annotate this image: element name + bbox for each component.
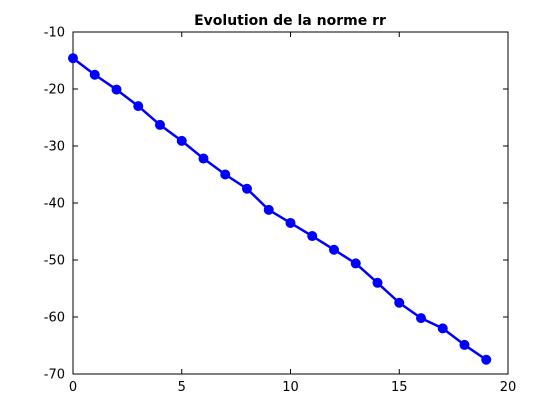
plot-frame xyxy=(72,31,509,375)
y-tick-label: -20 xyxy=(44,83,65,98)
data-point xyxy=(307,231,318,242)
data-point xyxy=(68,53,78,64)
data-point xyxy=(372,277,383,288)
y-tick-label: -40 xyxy=(44,197,65,212)
data-point xyxy=(416,313,426,324)
data-point xyxy=(242,183,252,194)
x-tick-label: 10 xyxy=(282,380,299,395)
x-tick-label: 5 xyxy=(178,380,186,395)
x-tick-label: 15 xyxy=(391,380,408,395)
data-point xyxy=(176,135,187,146)
data-point xyxy=(394,297,405,308)
data-point xyxy=(350,258,361,269)
y-tick-label: -30 xyxy=(44,140,65,155)
y-tick-label: -50 xyxy=(44,254,65,269)
series-layer xyxy=(68,53,492,365)
y-tick-label: -10 xyxy=(44,26,65,41)
data-point xyxy=(89,69,100,80)
data-point xyxy=(481,354,492,365)
data-point xyxy=(285,217,296,228)
data-point xyxy=(133,101,144,112)
data-point xyxy=(459,339,470,350)
x-tick-label: 0 xyxy=(69,380,77,395)
x-tick-label: 20 xyxy=(500,380,517,395)
chart-title: Evolution de la norme rr xyxy=(194,13,386,29)
data-point xyxy=(329,244,339,255)
data-point xyxy=(155,119,165,130)
data-point xyxy=(198,153,209,164)
data-point xyxy=(437,323,448,334)
plot-axes: 0 5 10 15 20 -10 -20 -30 -40 -50 -60 -70 xyxy=(44,26,517,396)
y-tick-label: -60 xyxy=(44,311,65,326)
data-point xyxy=(220,169,231,180)
data-point xyxy=(111,84,122,95)
data-point xyxy=(263,204,274,215)
y-tick-label: -70 xyxy=(44,368,65,383)
